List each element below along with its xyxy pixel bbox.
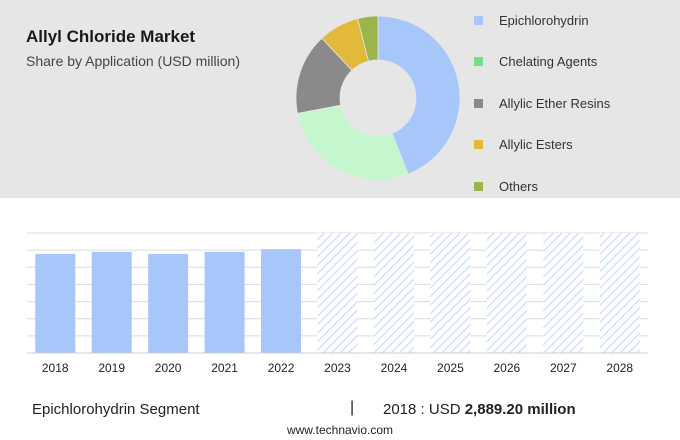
x-tick-label: 2025 (437, 361, 464, 375)
bar-2021 (204, 251, 245, 353)
legend-swatch (474, 181, 483, 191)
chart-subtitle: Share by Application (USD million) (26, 53, 240, 69)
bar-2018 (35, 253, 76, 353)
forecast-bar-2025 (430, 233, 471, 353)
bar-2020 (148, 253, 189, 353)
legend-item-chelating-agents: Chelating Agents (474, 52, 610, 72)
x-tick-label: 2019 (98, 361, 125, 375)
x-tick-label: 2027 (550, 361, 577, 375)
legend-swatch (474, 140, 483, 149)
x-tick-label: 2021 (211, 361, 238, 375)
legend-swatch (474, 98, 483, 108)
chart-title: Allyl Chloride Market (26, 27, 196, 46)
legend-item-others: Others (474, 176, 610, 196)
footer-amount: 2,889.20 million (464, 401, 576, 418)
legend-item-epichlorohydrin: Epichlorohydrin (474, 10, 610, 30)
legend-label: Epichlorohydrin (499, 12, 589, 28)
forecast-bar-2027 (543, 233, 584, 353)
forecast-bar-2026 (486, 233, 527, 353)
bar-2019 (91, 251, 132, 353)
footer-separator: | (350, 399, 355, 416)
x-tick-label: 2024 (381, 361, 408, 375)
forecast-bar-2023 (317, 233, 358, 353)
legend-swatch (474, 57, 483, 66)
donut-chart (295, 15, 461, 181)
footer-value: 2018 : USD 2,889.20 million (383, 401, 576, 418)
legend-label: Others (499, 178, 539, 194)
legend-item-allylic-ether-resins: Allylic Ether Resins (474, 93, 610, 113)
x-tick-label: 2026 (494, 361, 521, 375)
footer-url: www.technavio.com (286, 423, 394, 437)
donut-slice-others (357, 15, 379, 62)
legend-label: Allylic Ether Resins (499, 95, 611, 111)
x-tick-label: 2018 (42, 361, 69, 375)
legend-label: Allylic Esters (499, 137, 573, 152)
donut-slice-epichlorohydrin (377, 15, 461, 175)
footer-segment: Epichlorohydrin Segment (32, 401, 200, 418)
bar-chart: 2018 2019 2020 2021 2022 2023 2024 2025 2026 2027… (27, 232, 648, 375)
x-tick-label: 2022 (268, 361, 295, 375)
donut-slice-chelating-agents (296, 104, 409, 181)
x-tick-label: 2023 (324, 361, 351, 375)
x-tick-label: 2028 (606, 361, 633, 375)
forecast-bar-2028 (599, 233, 640, 353)
legend-item-allylic-esters: Allylic Esters (474, 135, 610, 155)
footer-year-label: 2018 : USD (383, 401, 461, 418)
forecast-bar-2024 (373, 233, 414, 353)
legend-swatch (474, 15, 483, 25)
legend: Epichlorohydrin Chelating Agents Allylic… (474, 10, 610, 218)
bar-2022 (261, 249, 302, 353)
legend-label: Chelating Agents (499, 54, 598, 69)
x-tick-label: 2020 (155, 361, 182, 375)
